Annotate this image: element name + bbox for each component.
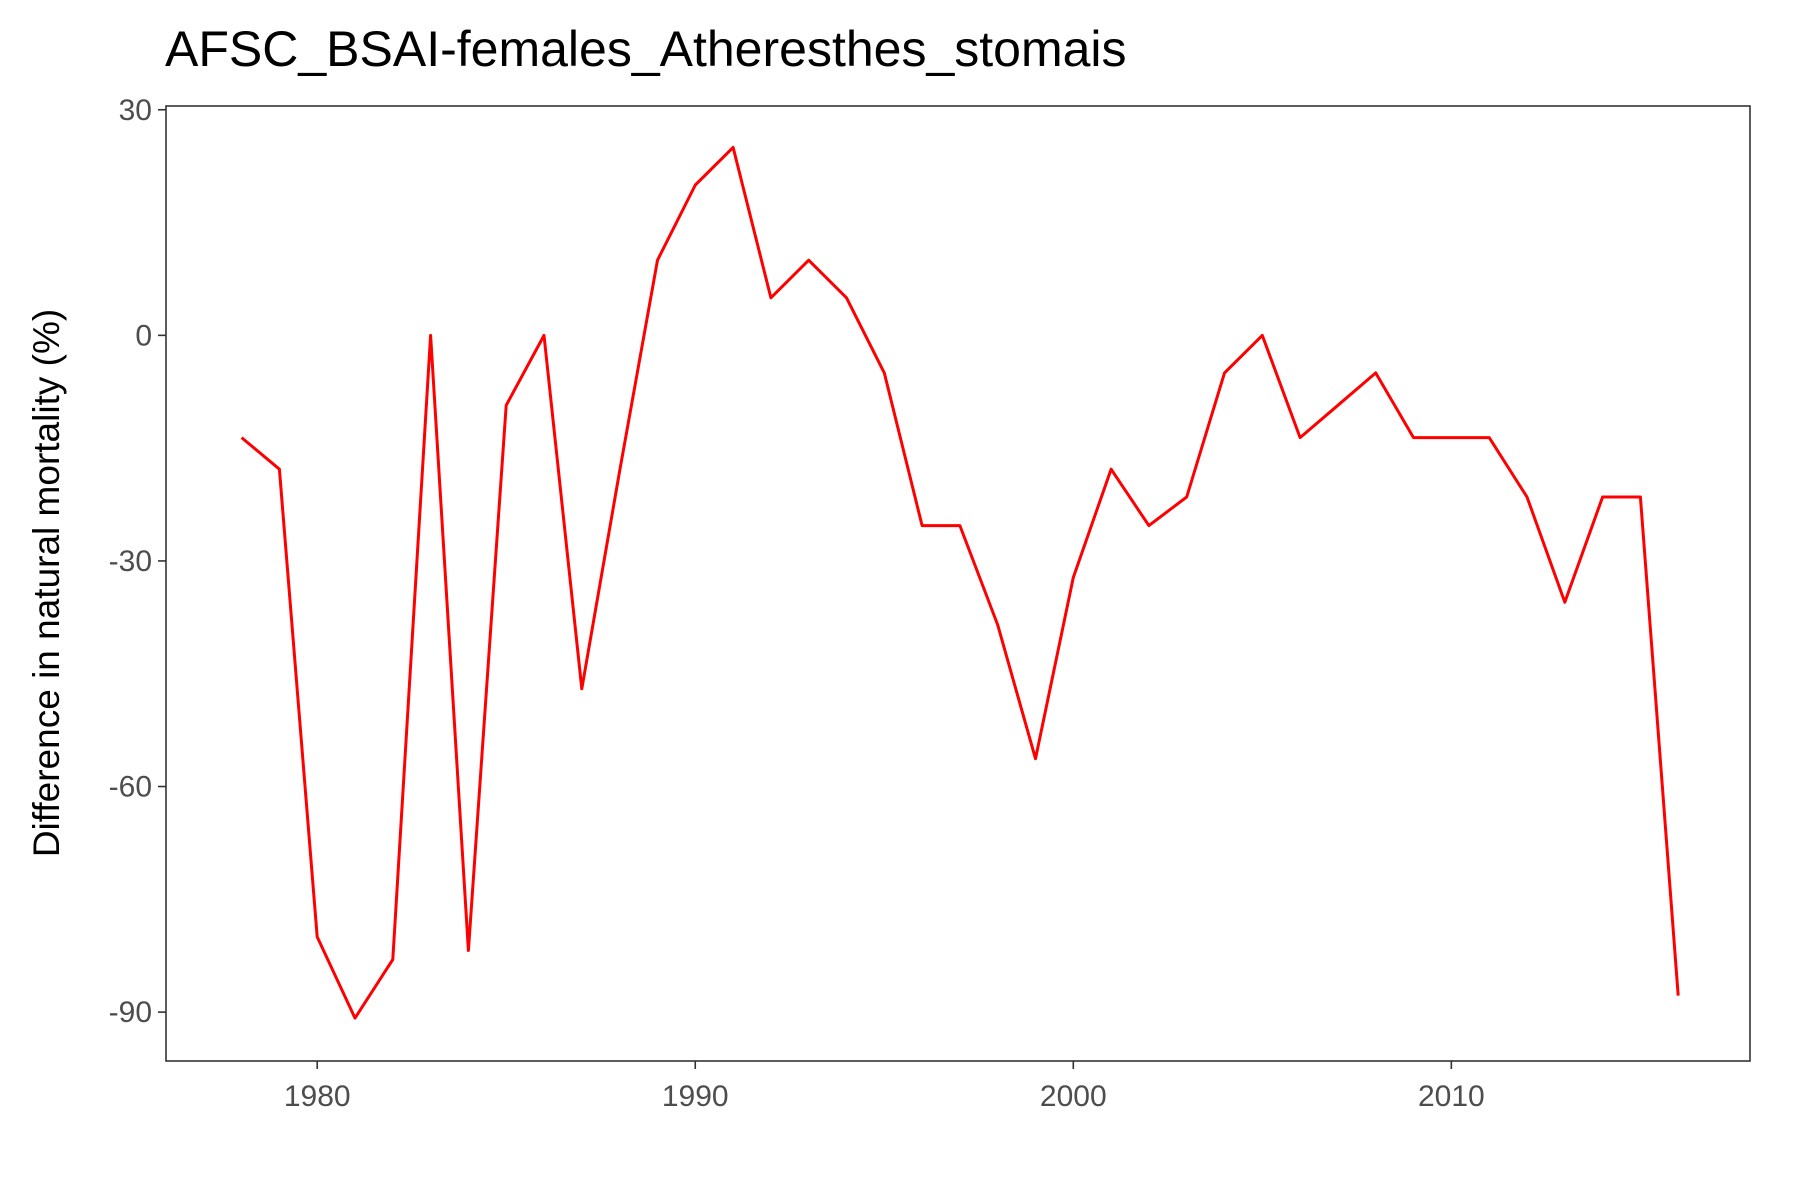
x-tick-label: 2000 (1040, 1080, 1107, 1113)
x-axis: 1980 1990 2000 2010 (284, 1061, 1485, 1113)
y-axis-title: Difference in natural mortality (%) (26, 309, 67, 857)
y-axis: 30 0 -30 -60 -90 (109, 94, 166, 1029)
y-tick-label: 0 (135, 319, 152, 352)
y-tick-label: 30 (119, 94, 152, 127)
data-series-line (240, 145, 1680, 1020)
y-tick-label: -90 (109, 996, 152, 1029)
x-tick-label: 2010 (1418, 1080, 1485, 1113)
y-tick-label: -30 (109, 545, 152, 578)
x-tick-label: 1990 (662, 1080, 729, 1113)
y-tick-label: -60 (109, 771, 152, 804)
x-tick-label: 1980 (284, 1080, 351, 1113)
chart-title: AFSC_BSAI-females_Atheresthes_stomais (165, 21, 1127, 77)
plot-panel (165, 105, 1751, 1062)
